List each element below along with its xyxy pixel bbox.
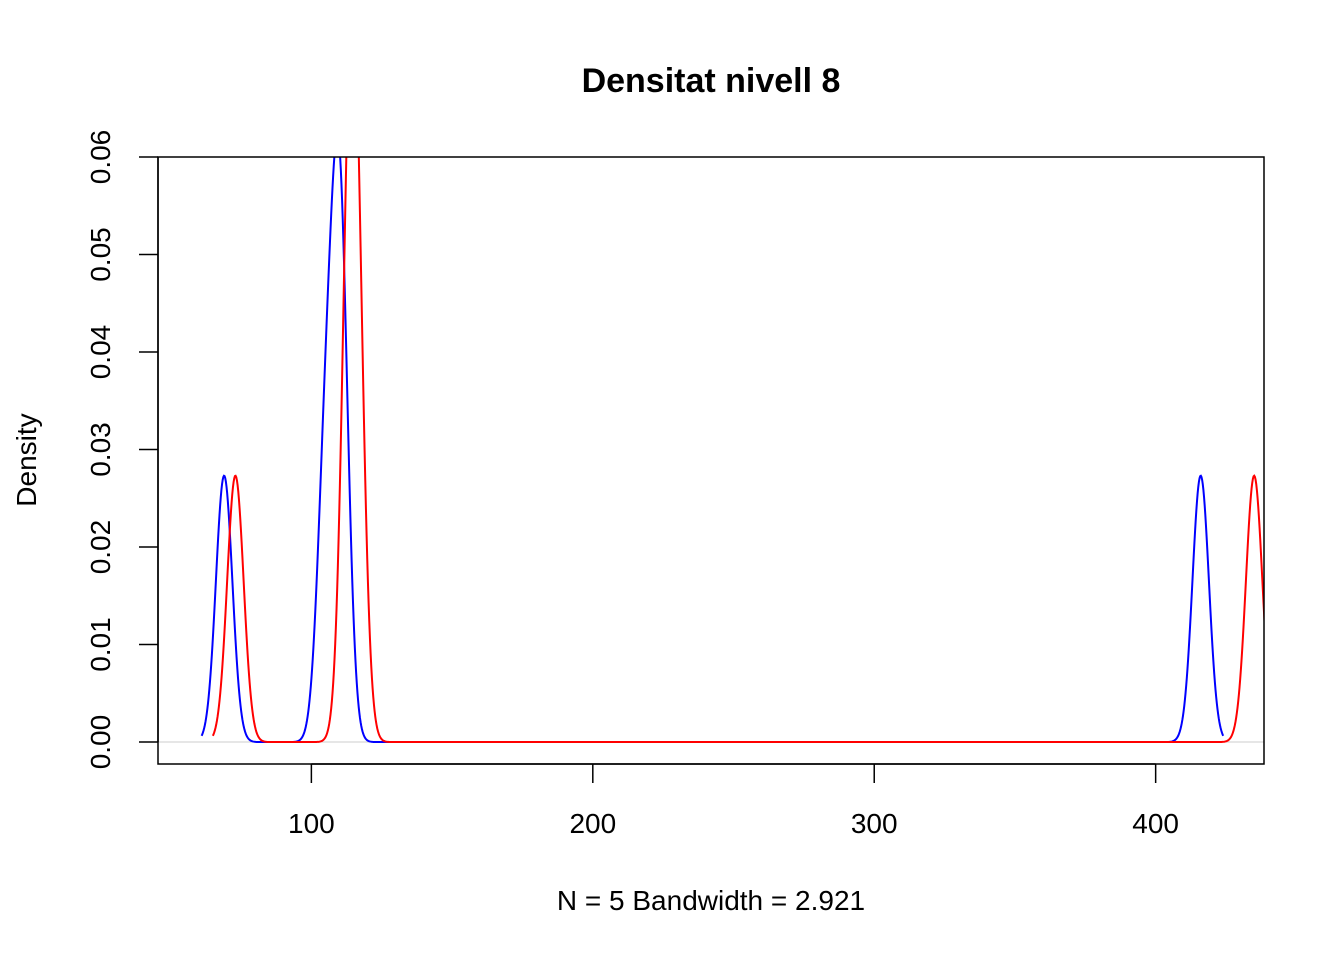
density-line-1 bbox=[200, 157, 1225, 744]
y-axis: 0.00 0.01 0.02 0.03 0.04 0.05 0.06 bbox=[85, 130, 159, 770]
x-tick-label: 400 bbox=[1132, 808, 1179, 839]
y-axis-label: Density bbox=[11, 413, 42, 506]
x-axis: 100 200 300 400 bbox=[288, 763, 1179, 839]
plot-frame bbox=[157, 156, 1265, 765]
y-tick-label: 0.04 bbox=[85, 325, 116, 380]
density-curves bbox=[200, 157, 1264, 744]
y-tick-label: 0.03 bbox=[85, 422, 116, 477]
y-tick-label: 0.00 bbox=[85, 715, 116, 770]
y-tick-label: 0.05 bbox=[85, 227, 116, 282]
y-tick-label: 0.01 bbox=[85, 617, 116, 672]
density-line-2 bbox=[211, 157, 1264, 744]
x-tick-label: 200 bbox=[569, 808, 616, 839]
y-tick-label: 0.06 bbox=[85, 130, 116, 185]
chart-title: Densitat nivell 8 bbox=[582, 62, 841, 100]
y-tick-label: 0.02 bbox=[85, 520, 116, 575]
x-tick-label: 100 bbox=[288, 808, 335, 839]
x-tick-label: 300 bbox=[851, 808, 898, 839]
x-axis-label: N = 5 Bandwidth = 2.921 bbox=[557, 885, 865, 916]
